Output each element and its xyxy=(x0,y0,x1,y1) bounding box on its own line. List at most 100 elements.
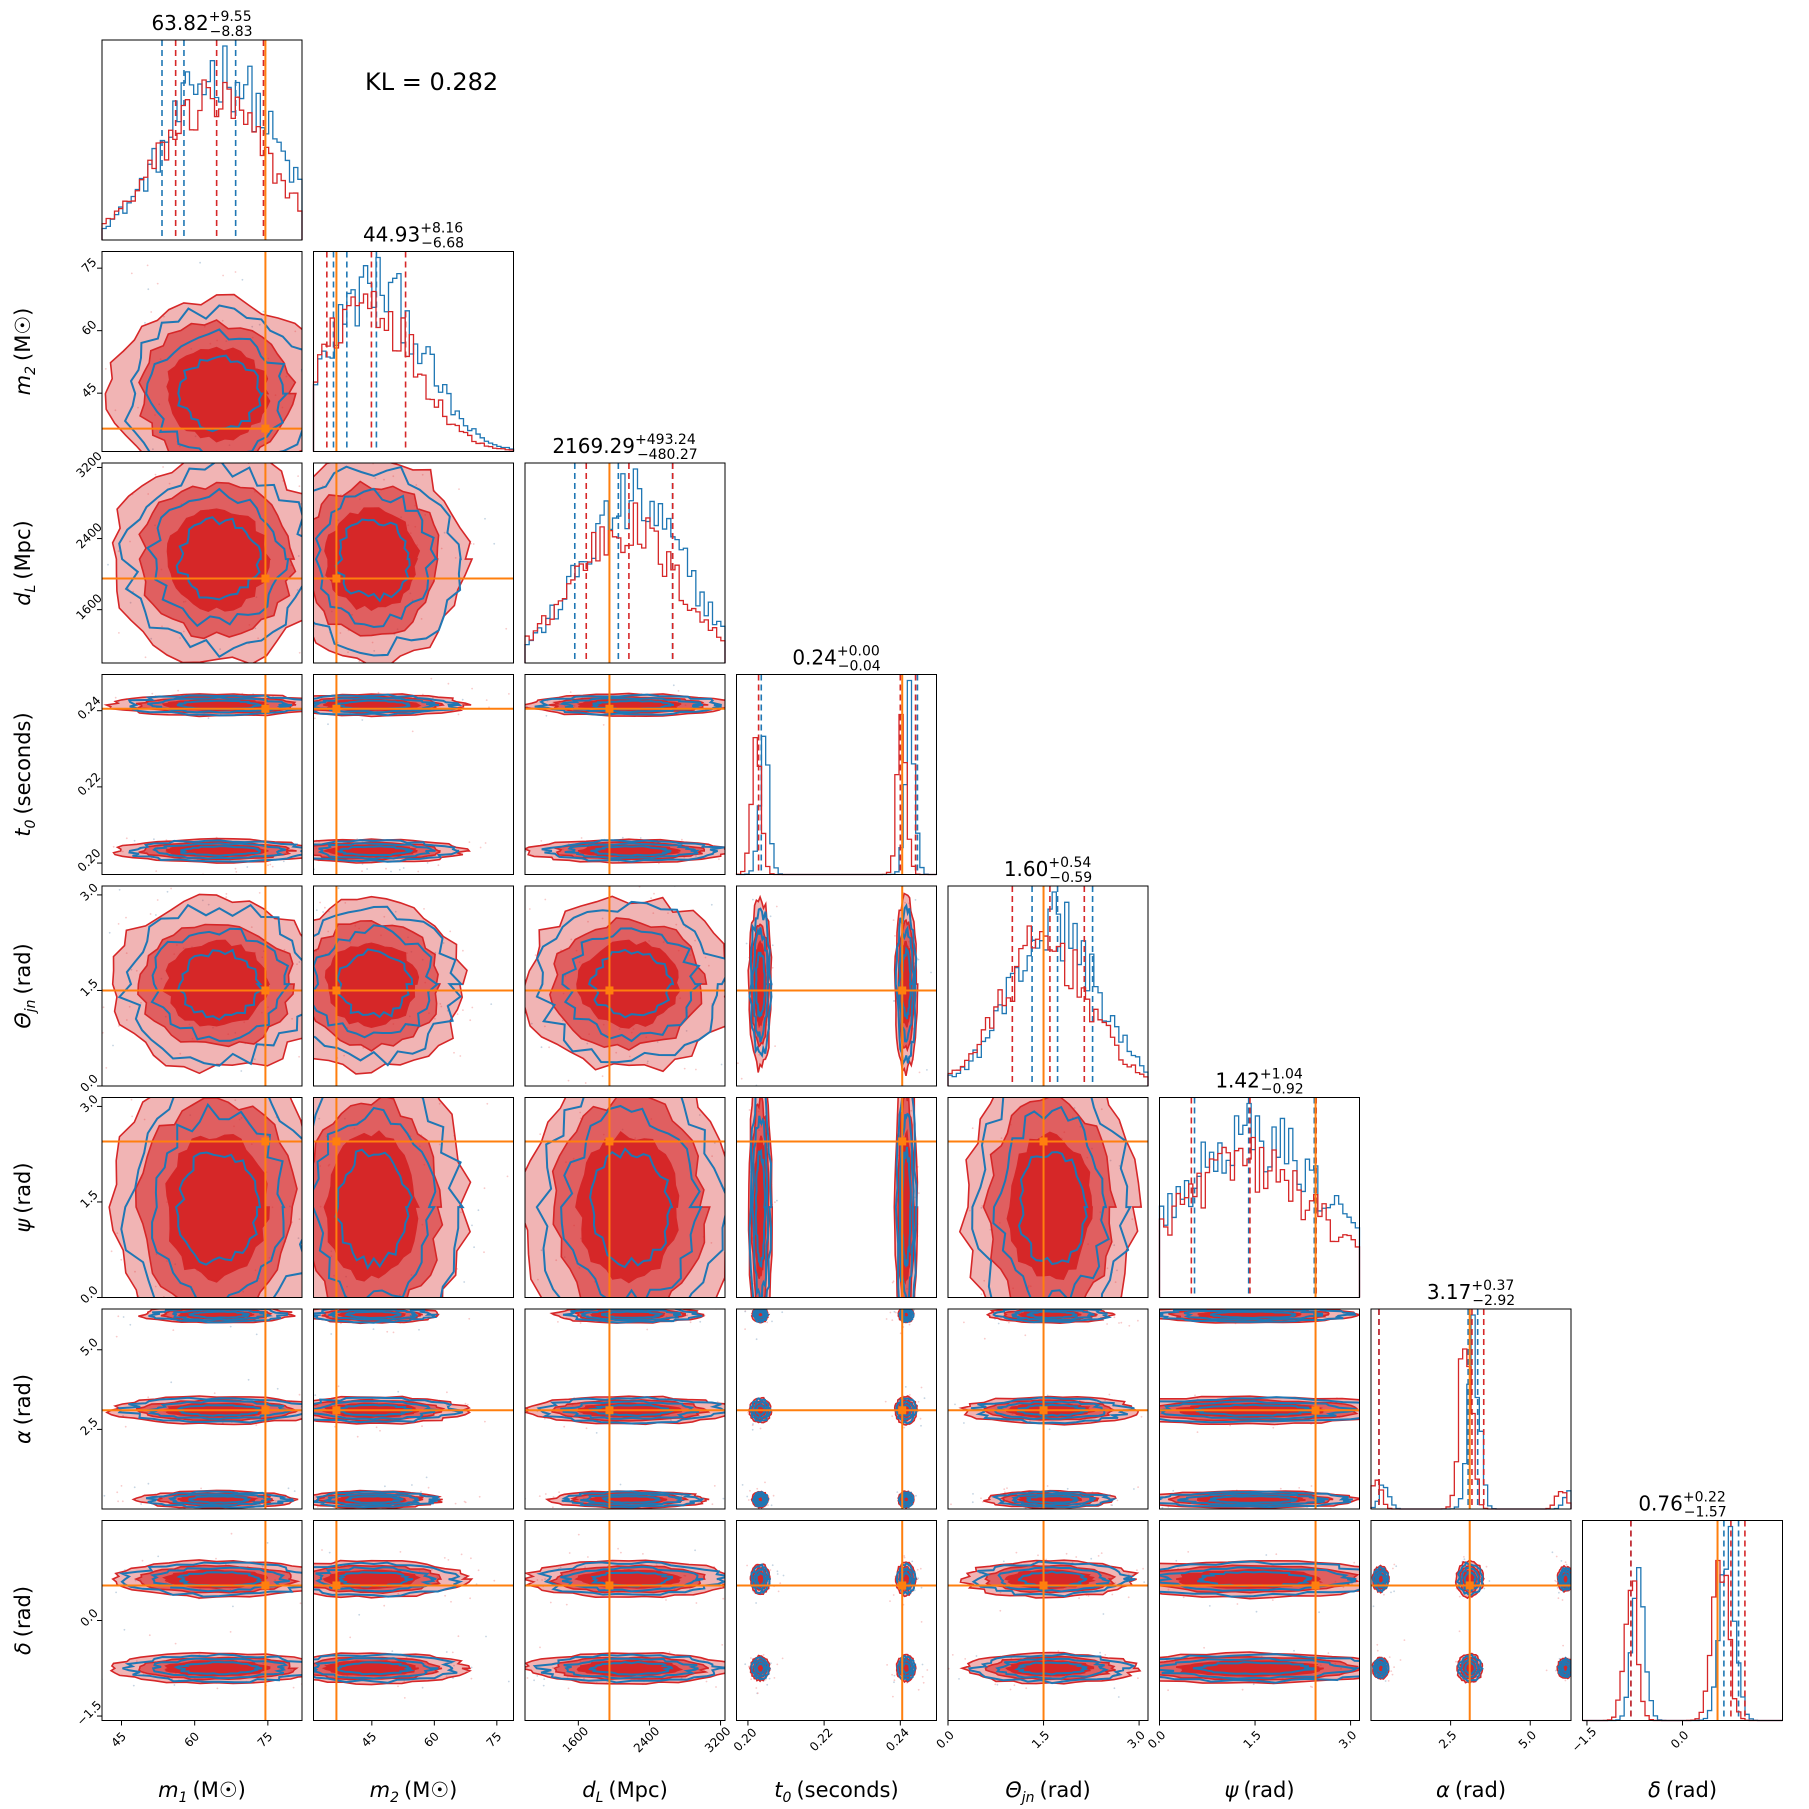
scatter-point xyxy=(309,1410,311,1412)
scatter-point xyxy=(283,948,286,951)
blue-contour xyxy=(751,1490,770,1508)
blue-contour xyxy=(1374,1568,1388,1589)
scatter-point xyxy=(734,1364,736,1366)
scatter-point xyxy=(311,1353,313,1355)
scatter-point xyxy=(437,864,440,867)
blue-contour xyxy=(334,1148,414,1271)
scatter-point xyxy=(729,1367,731,1369)
scatter-point xyxy=(149,913,152,915)
frame-delta xyxy=(1582,1520,1783,1721)
panel-t0-vs-m2 xyxy=(313,674,514,875)
scatter-point xyxy=(285,1093,287,1095)
blue-contour xyxy=(753,1309,768,1322)
hist-panel-psi: 1.42+1.04 −0.92 xyxy=(1158,1067,1361,1298)
scatter-point xyxy=(383,478,385,481)
scatter-point xyxy=(97,270,99,272)
scatter-point xyxy=(117,1025,120,1027)
scatter-point xyxy=(891,1319,894,1321)
label-symbol: d xyxy=(582,1778,596,1802)
scatter-point xyxy=(1003,1488,1006,1491)
scatter-point xyxy=(451,1103,453,1105)
scatter-point xyxy=(255,1424,258,1426)
scatter-point xyxy=(802,1658,804,1660)
scatter-point xyxy=(615,1051,618,1054)
scatter-point xyxy=(118,687,120,689)
scatter-point xyxy=(653,892,655,895)
scatter-point xyxy=(542,1684,545,1687)
blue-contour xyxy=(756,1310,766,1319)
blue-contour xyxy=(748,907,773,1058)
scatter-point xyxy=(1448,1492,1450,1494)
scatter-point xyxy=(555,1063,557,1065)
scatter-point xyxy=(1512,1387,1514,1389)
blue-contour xyxy=(172,1309,274,1322)
blue-contour xyxy=(118,463,302,659)
scatter-point xyxy=(282,879,284,881)
scatter-point xyxy=(1311,1686,1313,1688)
blue-contour xyxy=(1026,1310,1078,1320)
y-axis-label-dL: dL(Mpc) xyxy=(11,520,39,606)
scatter-point xyxy=(484,1420,486,1423)
scatter-point xyxy=(298,1393,301,1396)
scatter-point xyxy=(1156,1427,1158,1429)
scatter-point xyxy=(561,1019,564,1022)
scatter-point xyxy=(291,1594,293,1596)
scatter-point xyxy=(756,1692,759,1695)
scatter-point xyxy=(951,1654,954,1656)
label-sub: jn xyxy=(1020,1790,1035,1806)
scatter-point xyxy=(511,845,513,847)
scatter-point xyxy=(308,358,310,360)
x-tick-label-psi: 0.0 xyxy=(1145,1728,1168,1751)
truth-marker xyxy=(1311,1406,1320,1415)
scatter-point xyxy=(298,651,301,654)
blue-contour xyxy=(313,1399,440,1421)
scatter-point xyxy=(1000,1137,1003,1139)
scatter-point xyxy=(903,1426,906,1429)
scatter-point xyxy=(361,453,363,455)
blue-contour xyxy=(177,354,264,433)
scatter-point xyxy=(744,1328,746,1330)
scatter-point xyxy=(361,870,363,872)
scatter-point xyxy=(786,1551,788,1553)
scatter-point xyxy=(758,1433,760,1435)
blue-contour xyxy=(323,1493,421,1507)
blue-contour xyxy=(748,1097,773,1298)
scatter-point xyxy=(166,890,169,893)
scatter-point xyxy=(591,880,593,882)
x-tick-label-theta: 3.0 xyxy=(1125,1728,1148,1751)
blue-contour xyxy=(336,948,414,1019)
blue-contour xyxy=(167,1493,272,1507)
scatter-point xyxy=(461,683,463,685)
scatter-point xyxy=(403,1680,406,1683)
scatter-point xyxy=(408,1348,410,1350)
scatter-point xyxy=(1298,1487,1301,1489)
panel-delta-vs-m2: 45 60 75 xyxy=(291,1520,514,1750)
scatter-point xyxy=(250,1366,252,1368)
scatter-point xyxy=(536,1579,539,1581)
scatter-point xyxy=(1356,1652,1358,1654)
blue-contour xyxy=(751,926,770,1043)
scatter-point xyxy=(144,656,147,659)
scatter-point xyxy=(619,1483,622,1486)
scatter-point xyxy=(1002,1560,1005,1563)
scatter-point xyxy=(471,687,473,690)
blue-contour xyxy=(560,1565,704,1593)
blue-contour xyxy=(149,1566,290,1593)
truth-marker xyxy=(332,1581,341,1590)
scatter-point xyxy=(168,482,171,485)
scatter-point xyxy=(1514,1485,1516,1487)
scatter-point xyxy=(110,1250,113,1253)
scatter-point xyxy=(1104,1654,1107,1656)
scatter-point xyxy=(125,916,127,919)
y-tick-label-t0: 0.24 xyxy=(75,693,104,722)
scatter-point xyxy=(922,1681,925,1684)
scatter-point xyxy=(314,1394,317,1397)
scatter-point xyxy=(590,1093,592,1095)
scatter-point xyxy=(99,1205,101,1207)
label-unit: (seconds) xyxy=(11,712,35,814)
blue-contour xyxy=(753,1493,768,1506)
scatter-point xyxy=(504,722,506,724)
scatter-point xyxy=(251,325,254,328)
frame xyxy=(736,1520,937,1721)
scatter-point xyxy=(327,723,329,726)
